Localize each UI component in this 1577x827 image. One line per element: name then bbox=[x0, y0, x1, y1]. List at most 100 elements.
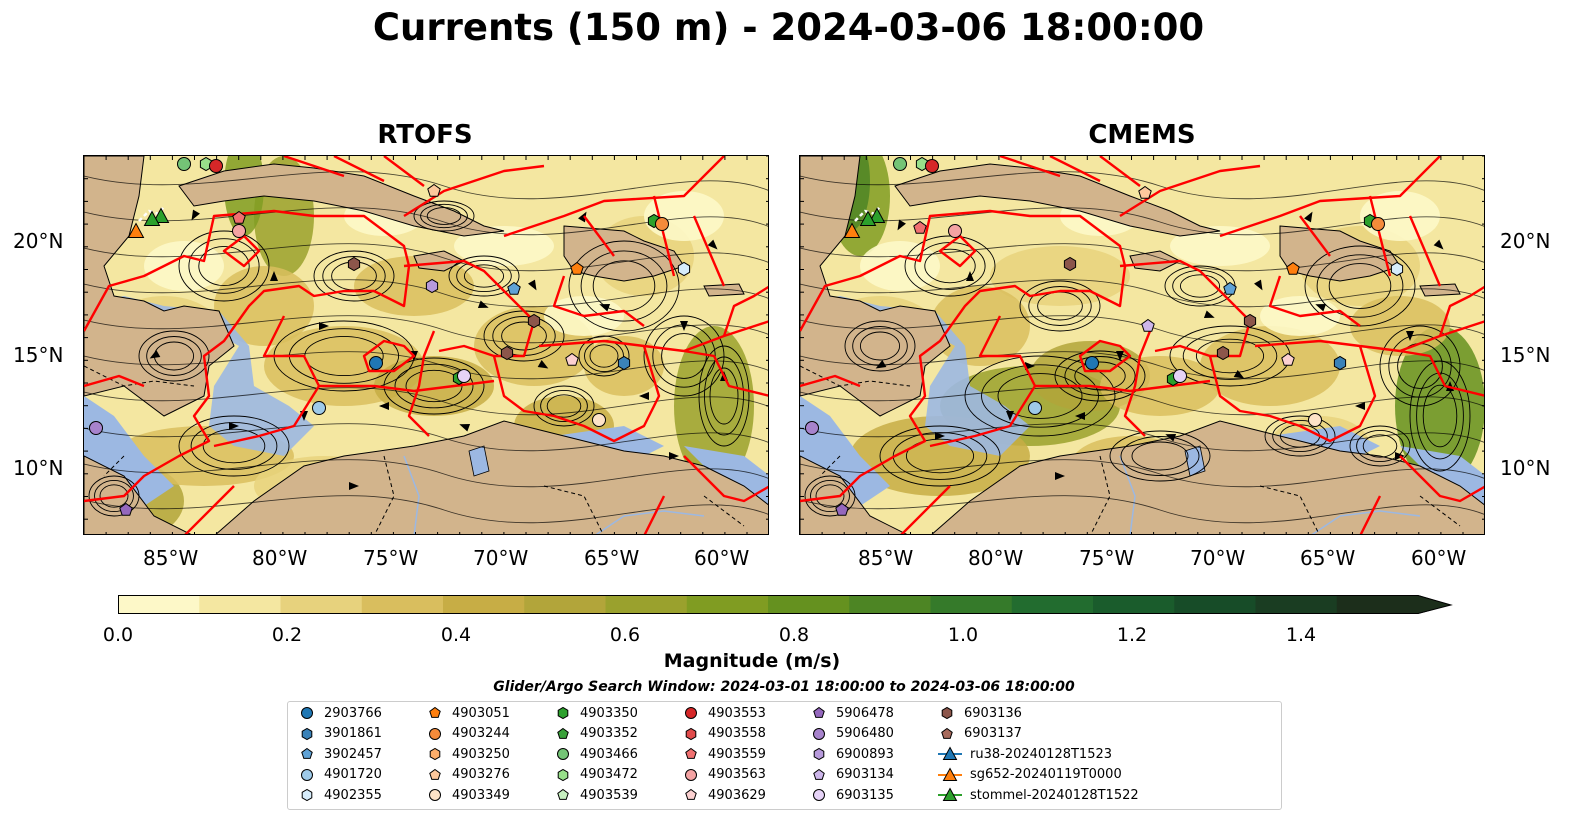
colorbar-segment bbox=[1174, 595, 1256, 614]
streamline bbox=[138, 330, 210, 382]
pentagon-marker bbox=[1223, 281, 1237, 295]
flow-arrow bbox=[1025, 362, 1035, 370]
streamline bbox=[1349, 425, 1411, 467]
land-central-america bbox=[84, 156, 235, 417]
pentagon-marker bbox=[685, 747, 697, 759]
hexagon-marker bbox=[941, 706, 953, 720]
flow-arrow bbox=[191, 209, 200, 221]
streamline bbox=[879, 425, 1001, 487]
circle-marker bbox=[557, 748, 569, 760]
streamline bbox=[146, 336, 202, 376]
streamline bbox=[84, 351, 768, 380]
circle-marker bbox=[655, 217, 669, 231]
flow-arrow bbox=[1116, 351, 1124, 361]
flow-arrow bbox=[639, 392, 649, 400]
hexagon-marker bbox=[500, 345, 514, 361]
colorbar-segment bbox=[686, 595, 769, 614]
legend-item: 4903352 bbox=[554, 726, 638, 742]
legend-item: sg652-20240119T0000 bbox=[938, 766, 1122, 783]
streamline bbox=[178, 415, 290, 477]
streamline bbox=[1316, 254, 1404, 318]
panel-title-cmems: CMEMS bbox=[1088, 120, 1196, 150]
eez-line bbox=[84, 374, 145, 388]
legend-marker-icon bbox=[685, 788, 697, 800]
flow-arrow bbox=[1055, 472, 1065, 480]
streamline bbox=[84, 315, 768, 344]
triangle-marker bbox=[942, 766, 958, 781]
eez-line bbox=[800, 209, 1127, 503]
legend-item: 2903766 bbox=[298, 705, 382, 721]
streamline bbox=[1264, 415, 1336, 457]
flow-arrow bbox=[875, 360, 887, 369]
lon-label-65w-left: 65°W bbox=[584, 546, 640, 570]
streamline bbox=[1131, 441, 1189, 471]
legend-item: 5906478 bbox=[810, 705, 894, 721]
legend-marker-icon bbox=[685, 747, 697, 759]
lat-label-10n-left: 10°N bbox=[13, 456, 64, 480]
colorbar-outline bbox=[118, 595, 1453, 614]
eez-line bbox=[999, 156, 1261, 218]
legend-item: 4903553 bbox=[682, 705, 766, 721]
colorbar-tick-6: 1.2 bbox=[1116, 624, 1148, 646]
shelf-area bbox=[800, 296, 1030, 456]
eez-boundaries bbox=[84, 156, 768, 534]
flow-arrow bbox=[270, 271, 278, 281]
pentagon-marker bbox=[913, 220, 927, 234]
magnitude-patch bbox=[214, 266, 314, 346]
hexagon-marker bbox=[617, 355, 631, 371]
streamline bbox=[844, 320, 916, 372]
legend-marker-icon bbox=[941, 706, 953, 720]
legend-item: 4903276 bbox=[426, 767, 510, 783]
map-panel-rtofs[interactable] bbox=[83, 155, 769, 535]
streamline bbox=[313, 250, 395, 302]
legend-item: 3901861 bbox=[298, 726, 382, 742]
circle-marker bbox=[232, 224, 246, 238]
eez-line bbox=[1399, 349, 1484, 397]
colorbar-tick-4: 0.8 bbox=[778, 624, 810, 646]
streamline bbox=[800, 459, 1484, 488]
legend-label: 4903349 bbox=[452, 787, 510, 803]
legend-item: 3902457 bbox=[298, 746, 382, 762]
triangle-marker bbox=[843, 222, 861, 238]
streamline bbox=[1362, 434, 1398, 458]
lon-label-70w-right: 70°W bbox=[1190, 546, 1246, 570]
legend-marker-icon bbox=[429, 727, 441, 740]
legend-marker-icon bbox=[301, 727, 313, 740]
streamline bbox=[1379, 325, 1461, 407]
legend-label: 6903134 bbox=[836, 767, 894, 782]
flow-arrow bbox=[528, 279, 537, 291]
legend-label: 4903051 bbox=[452, 705, 510, 721]
land-puerto-rico bbox=[703, 283, 745, 297]
streamline bbox=[800, 351, 1484, 380]
streamline bbox=[94, 479, 134, 513]
lon-label-60w-right: 60°W bbox=[1411, 546, 1467, 570]
streamline bbox=[698, 345, 750, 447]
flow-arrow bbox=[149, 350, 161, 359]
legend-marker-icon bbox=[685, 768, 697, 781]
circle-marker bbox=[805, 421, 819, 435]
flow-arrow bbox=[319, 322, 329, 330]
streamline bbox=[533, 385, 595, 427]
streamline bbox=[800, 387, 1484, 416]
low-magnitude-patch bbox=[860, 241, 940, 291]
streamline bbox=[1422, 384, 1458, 448]
circle-marker bbox=[813, 727, 825, 740]
map-panel-cmems[interactable] bbox=[799, 155, 1485, 535]
triangle-marker bbox=[127, 222, 145, 238]
legend-marker-icon bbox=[429, 789, 441, 801]
eez-line bbox=[319, 379, 495, 393]
legend-item: stommel-20240128T1522 bbox=[938, 787, 1139, 803]
flow-arrow bbox=[1165, 433, 1177, 442]
hexagon-marker bbox=[301, 727, 313, 740]
land-cuba bbox=[178, 163, 505, 237]
hexagon-marker bbox=[1063, 256, 1077, 272]
eez-line bbox=[552, 275, 645, 327]
magnitude-patch bbox=[1200, 326, 1340, 406]
colorbar-segment bbox=[768, 595, 850, 614]
legend-item: 4903350 bbox=[554, 705, 638, 721]
legend-label: 4903352 bbox=[580, 726, 638, 741]
river-line bbox=[403, 455, 420, 534]
pentagon-marker bbox=[429, 768, 441, 780]
legend-marker-icon bbox=[813, 768, 825, 780]
streamline bbox=[1120, 436, 1200, 476]
